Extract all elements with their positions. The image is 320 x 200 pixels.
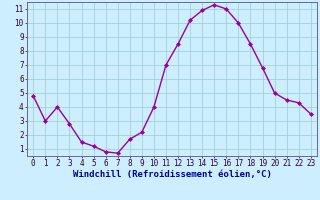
X-axis label: Windchill (Refroidissement éolien,°C): Windchill (Refroidissement éolien,°C)	[73, 170, 271, 179]
